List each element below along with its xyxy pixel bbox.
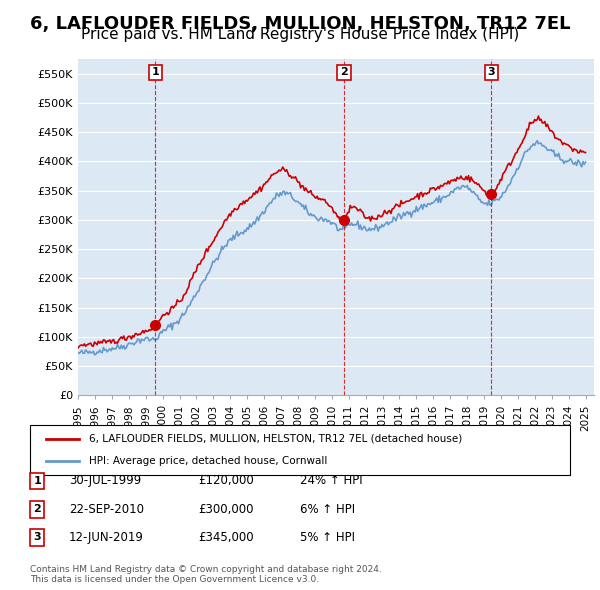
Text: £345,000: £345,000 xyxy=(198,531,254,544)
Text: 6, LAFLOUDER FIELDS, MULLION, HELSTON, TR12 7EL: 6, LAFLOUDER FIELDS, MULLION, HELSTON, T… xyxy=(30,15,570,33)
Text: 2: 2 xyxy=(340,67,348,77)
Text: 2: 2 xyxy=(34,504,41,514)
Text: 5% ↑ HPI: 5% ↑ HPI xyxy=(300,531,355,544)
Text: Price paid vs. HM Land Registry's House Price Index (HPI): Price paid vs. HM Land Registry's House … xyxy=(81,27,519,41)
Text: 24% ↑ HPI: 24% ↑ HPI xyxy=(300,474,362,487)
Text: 6, LAFLOUDER FIELDS, MULLION, HELSTON, TR12 7EL (detached house): 6, LAFLOUDER FIELDS, MULLION, HELSTON, T… xyxy=(89,434,463,444)
Text: 3: 3 xyxy=(34,533,41,542)
Text: 1: 1 xyxy=(34,476,41,486)
Text: HPI: Average price, detached house, Cornwall: HPI: Average price, detached house, Corn… xyxy=(89,456,328,466)
FancyBboxPatch shape xyxy=(30,425,570,475)
Text: £120,000: £120,000 xyxy=(198,474,254,487)
Text: 12-JUN-2019: 12-JUN-2019 xyxy=(69,531,144,544)
Text: 1: 1 xyxy=(152,67,160,77)
Text: Contains HM Land Registry data © Crown copyright and database right 2024.
This d: Contains HM Land Registry data © Crown c… xyxy=(30,565,382,584)
Text: £300,000: £300,000 xyxy=(198,503,254,516)
Text: 22-SEP-2010: 22-SEP-2010 xyxy=(69,503,144,516)
Text: 30-JUL-1999: 30-JUL-1999 xyxy=(69,474,141,487)
Text: 6% ↑ HPI: 6% ↑ HPI xyxy=(300,503,355,516)
Text: 3: 3 xyxy=(488,67,495,77)
